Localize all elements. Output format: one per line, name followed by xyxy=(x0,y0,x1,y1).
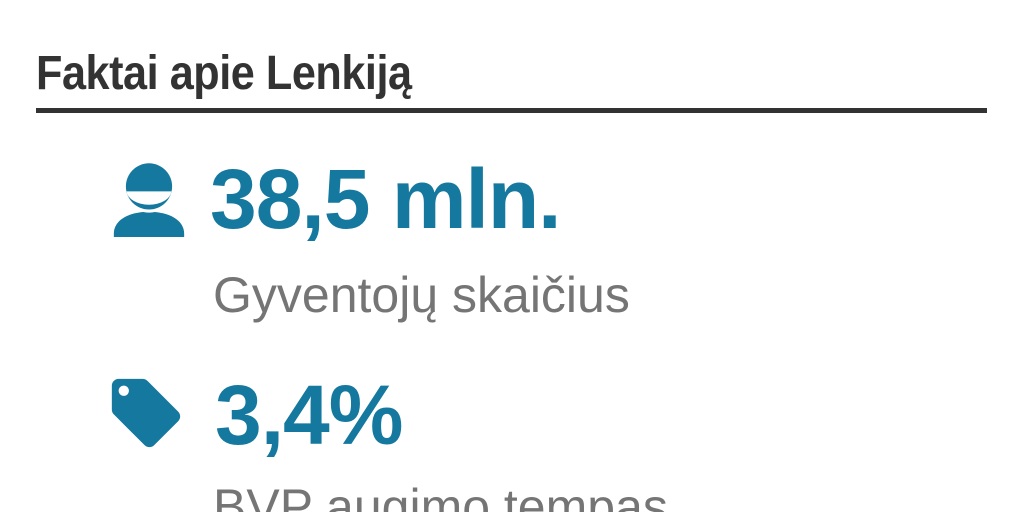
population-value: 38,5 mln. xyxy=(210,152,562,246)
tag-icon xyxy=(105,372,187,454)
person-icon xyxy=(112,163,186,237)
title-divider xyxy=(36,108,987,113)
gdp-growth-label: BVP augimo tempas xyxy=(213,479,668,512)
page-title-text: Faktai apie Lenkiją xyxy=(36,47,412,100)
page-title: Faktai apie Lenkiją xyxy=(36,43,453,105)
population-label: Gyventojų skaičius xyxy=(213,267,630,323)
gdp-growth-value: 3,4% xyxy=(215,368,403,462)
